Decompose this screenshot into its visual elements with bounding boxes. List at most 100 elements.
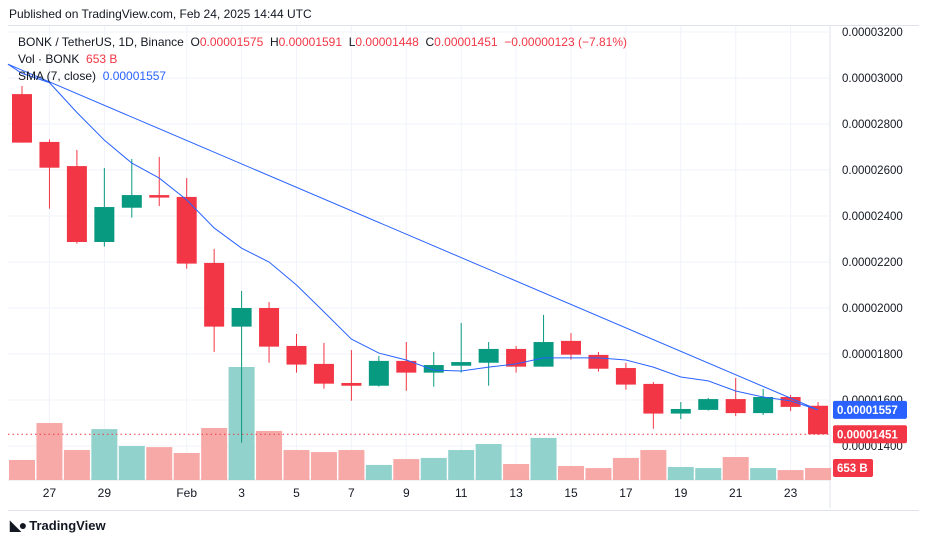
legend-volume-row: Vol · BONK 653 B: [18, 52, 117, 66]
time-axis-label: 9: [403, 486, 410, 500]
price-axis-label: 0.00001400: [842, 441, 903, 453]
time-axis-label: 5: [293, 486, 300, 500]
price-axis-label: 0.00002400: [842, 211, 903, 223]
candle-body: [588, 354, 609, 369]
time-axis-label: 19: [674, 486, 688, 500]
volume-bar: [365, 464, 392, 480]
legend-vol-label[interactable]: Vol · BONK: [18, 52, 80, 66]
candle-body: [368, 360, 389, 386]
candle-body: [286, 345, 307, 365]
volume-bar: [338, 450, 365, 480]
time-axis-label: 21: [729, 486, 743, 500]
volume-bar: [173, 452, 200, 480]
sma-price-tag-bg: [833, 400, 907, 419]
legend-sma-value: 0.00001557: [102, 69, 167, 83]
candle-body: [533, 342, 554, 367]
published-caption: Published on TradingView.com, Feb 24, 20…: [9, 7, 312, 21]
legend-high: 0.00001591: [278, 35, 343, 49]
volume-bar: [750, 468, 777, 480]
volume-bar: [722, 457, 749, 480]
time-axis-label: 17: [619, 486, 633, 500]
price-axis-label: 0.00002800: [842, 119, 903, 131]
candle-body: [780, 397, 801, 407]
candle-body: [259, 308, 280, 347]
candle-body: [698, 399, 719, 410]
legend-sma-row: SMA (7, close) 0.00001557: [18, 69, 166, 83]
candle-body: [313, 363, 334, 384]
volume-bar: [667, 466, 694, 480]
legend-o-label: O: [190, 35, 200, 49]
volume-bar: [558, 466, 584, 480]
volume-bar: [283, 450, 310, 480]
price-axis-label: 0.00002600: [842, 165, 903, 177]
candle-body: [204, 262, 225, 327]
volume-bar: [256, 430, 283, 480]
volume-tag: 653 B: [837, 463, 868, 475]
time-axis-label: 27: [43, 486, 57, 500]
chart-frame: [8, 25, 919, 511]
time-axis-label: 7: [348, 486, 355, 500]
time-axis-label: 11: [455, 486, 468, 500]
volume-bar: [36, 423, 63, 480]
candle-body: [725, 399, 746, 414]
legend-symbol[interactable]: BONK / TetherUS, 1D, Binance: [18, 35, 184, 49]
candle-body: [478, 348, 499, 363]
tradingview-logo-icon: ◣●: [10, 517, 27, 533]
time-axis-label: 13: [509, 486, 523, 500]
last-price-tag: 0.00001451: [837, 429, 898, 441]
volume-bar: [9, 459, 35, 480]
legend-vol-value: 653 B: [86, 52, 118, 66]
time-axis-label: Feb: [176, 486, 197, 500]
price-axis-label: 0.00001800: [842, 349, 903, 361]
legend-symbol-row: BONK / TetherUS, 1D, Binance O0.00001575…: [18, 35, 627, 49]
sma-line: [7, 63, 819, 411]
volume-bar: [530, 437, 557, 480]
tradingview-logo[interactable]: ◣● TradingView: [10, 517, 106, 534]
legend-open: 0.00001575: [199, 35, 264, 49]
volume-bar: [63, 450, 90, 480]
volume-bar: [503, 464, 530, 480]
volume-bar: [118, 446, 145, 480]
candle-body: [341, 382, 362, 386]
candle-body: [12, 94, 32, 143]
candle-body: [423, 365, 444, 373]
volume-bar: [91, 429, 118, 480]
candle-body: [396, 360, 417, 373]
time-axis-label: 15: [564, 486, 578, 500]
candle-body: [670, 408, 691, 414]
sma-line-start: [7, 63, 23, 74]
volume-bar: [420, 457, 447, 480]
candle-body: [39, 141, 60, 168]
price-axis-label: 0.00003200: [842, 27, 903, 39]
volume-bar: [585, 468, 612, 480]
volume-bar: [805, 468, 832, 480]
price-axis-label: 0.00002200: [842, 257, 903, 269]
candle-body: [176, 196, 197, 264]
candle-body: [451, 362, 472, 366]
volume-bar: [146, 447, 173, 480]
candle-body: [121, 195, 142, 208]
tradingview-logo-text: TradingView: [29, 518, 106, 533]
legend-low: 0.00001448: [355, 35, 419, 49]
volume-bar: [310, 452, 337, 480]
price-axis-label: 0.00003000: [842, 73, 903, 85]
time-axis-label: 23: [784, 486, 798, 500]
legend-sma-label[interactable]: SMA (7, close): [18, 69, 97, 83]
price-axis-label: 0.00002000: [842, 303, 903, 315]
time-axis-label: 3: [238, 486, 245, 500]
candle-body: [753, 397, 774, 414]
volume-tag-bg: [833, 459, 873, 477]
time-axis-label: 29: [98, 486, 112, 500]
legend-l-label: L: [348, 35, 356, 49]
candle-body: [561, 340, 581, 355]
legend-close: 0.00001451: [434, 35, 498, 49]
candle-body: [231, 308, 252, 327]
volume-bar: [777, 470, 804, 480]
sma-price-tag: 0.00001557: [837, 405, 898, 417]
candle-body: [94, 207, 115, 242]
volume-bar: [201, 427, 228, 480]
volume-bar: [695, 468, 722, 480]
volume-bar: [612, 457, 639, 480]
